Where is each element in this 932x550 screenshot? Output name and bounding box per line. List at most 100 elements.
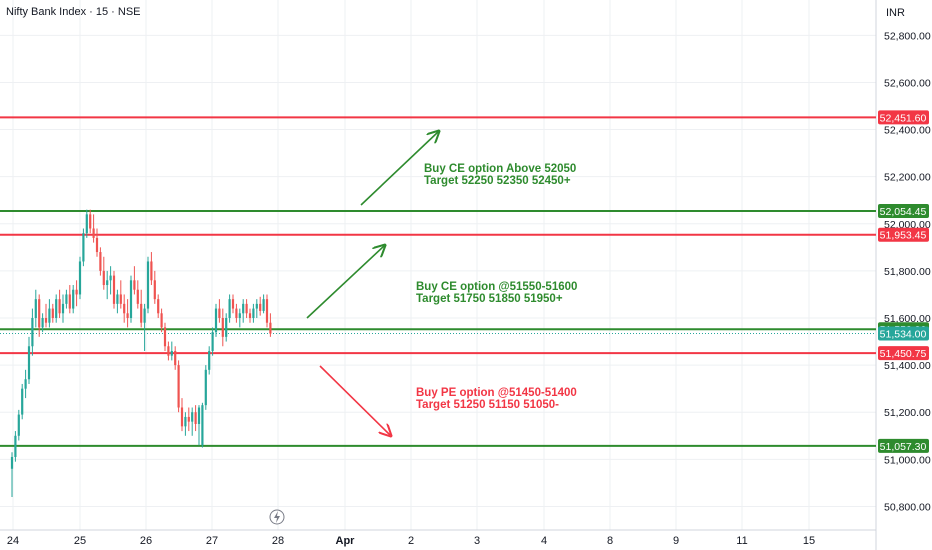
candle-body [68,294,71,309]
candle-body [153,280,156,300]
x-tick-label: 9 [673,535,679,547]
lightning-bolt [274,511,280,523]
x-tick-label: 24 [7,535,19,547]
candle-body [204,369,207,406]
candle-body [228,299,231,318]
annotation-text: Target 51750 51850 51950+ [416,293,563,305]
candle-body [10,456,14,469]
candle-body [265,299,269,323]
candle-body [201,405,204,446]
candle-body [58,299,61,314]
candle-body [75,289,78,295]
annotation-text: Target 52250 52350 52450+ [424,175,571,187]
candle-body [136,289,139,304]
candle-body [211,332,214,351]
x-tick-label: 27 [206,535,218,547]
price-tag-label: 51,534.00 [880,329,927,341]
price-tag-label: 52,054.45 [880,206,927,218]
candle-body [214,308,218,333]
candle-body [208,350,211,370]
candle-body [225,318,228,337]
candle-body [238,313,241,318]
y-tick-label: 51,400.00 [884,360,931,372]
candle-body [235,308,238,318]
x-tick-label: Apr [336,535,356,547]
x-tick-label: 25 [74,535,86,547]
candle-body [157,299,160,314]
candle-body [78,261,82,295]
candle-body [99,252,102,271]
price-tag [878,110,929,125]
candle-body [133,280,136,290]
lightning-icon [269,509,285,525]
candle-body [150,261,153,281]
x-tick-label: 4 [541,535,547,547]
candle-body [65,294,68,304]
candle-body [143,308,146,323]
candle-body [129,280,133,318]
candle-body [119,294,122,304]
arrow-down [319,365,390,435]
candle-body [92,228,95,238]
price-tag [878,326,929,341]
price-tag [878,346,929,361]
arrow-up-2 [306,246,384,319]
x-tick-label: 3 [474,535,480,547]
annotation-text: Buy CE option Above 52050 [424,163,576,175]
candle-body [41,318,44,328]
candle-body [89,214,92,229]
arrow-up-1 [360,132,438,206]
y-tick-label: 52,400.00 [884,125,931,137]
price-tag-label: 52,451.60 [880,112,927,124]
x-tick-label: 26 [140,535,152,547]
candle-body [55,299,58,318]
candle-body [109,275,112,281]
candle-body [160,313,163,328]
candle-body [48,308,51,323]
candle-body [123,303,126,314]
y-tick-label: 51,000.00 [884,454,931,466]
candle-body [252,308,255,318]
y-tick-label: 52,600.00 [884,77,931,89]
candle-body [126,313,129,318]
candle-body [24,379,27,389]
candle-body [191,412,194,422]
candle-body [187,416,190,422]
candle-body [167,346,170,356]
y-tick-label: 51,800.00 [884,266,931,278]
candle-body [72,289,75,309]
candle-body [27,346,31,380]
candle-body [102,270,105,286]
candle-body [106,280,109,286]
y-tick-label: 51,600.00 [884,313,931,325]
candle-body [231,299,235,309]
candle-body [221,318,224,337]
price-tag-label: 51,057.30 [880,441,927,453]
y-tick-label: 52,200.00 [884,172,931,184]
candle-body [17,414,20,436]
candle-body [116,294,119,304]
candle-body [170,350,173,356]
candle-body [44,318,48,323]
candle-body [218,308,221,318]
x-tick-label: 8 [607,535,613,547]
candle-body [95,237,99,253]
candle-body [177,365,180,408]
candle-body [146,261,150,309]
x-tick-label: 15 [803,535,815,547]
candle-body [259,303,262,311]
x-tick-label: 2 [408,535,414,547]
candle-body [245,303,248,314]
annotation-text: Buy CE option @51550-51600 [416,281,577,293]
candle-body [31,318,34,347]
candle-body [112,275,116,304]
candle-body [242,303,245,314]
price-tag [878,203,929,218]
symbol-title: Nifty Bank Index · 15 · NSE [6,6,141,18]
y-tick-label: 52,800.00 [884,30,931,42]
annotation-text: Buy PE option @51450-51400 [416,387,577,399]
candle-body [184,416,187,427]
candle-body [248,313,252,318]
